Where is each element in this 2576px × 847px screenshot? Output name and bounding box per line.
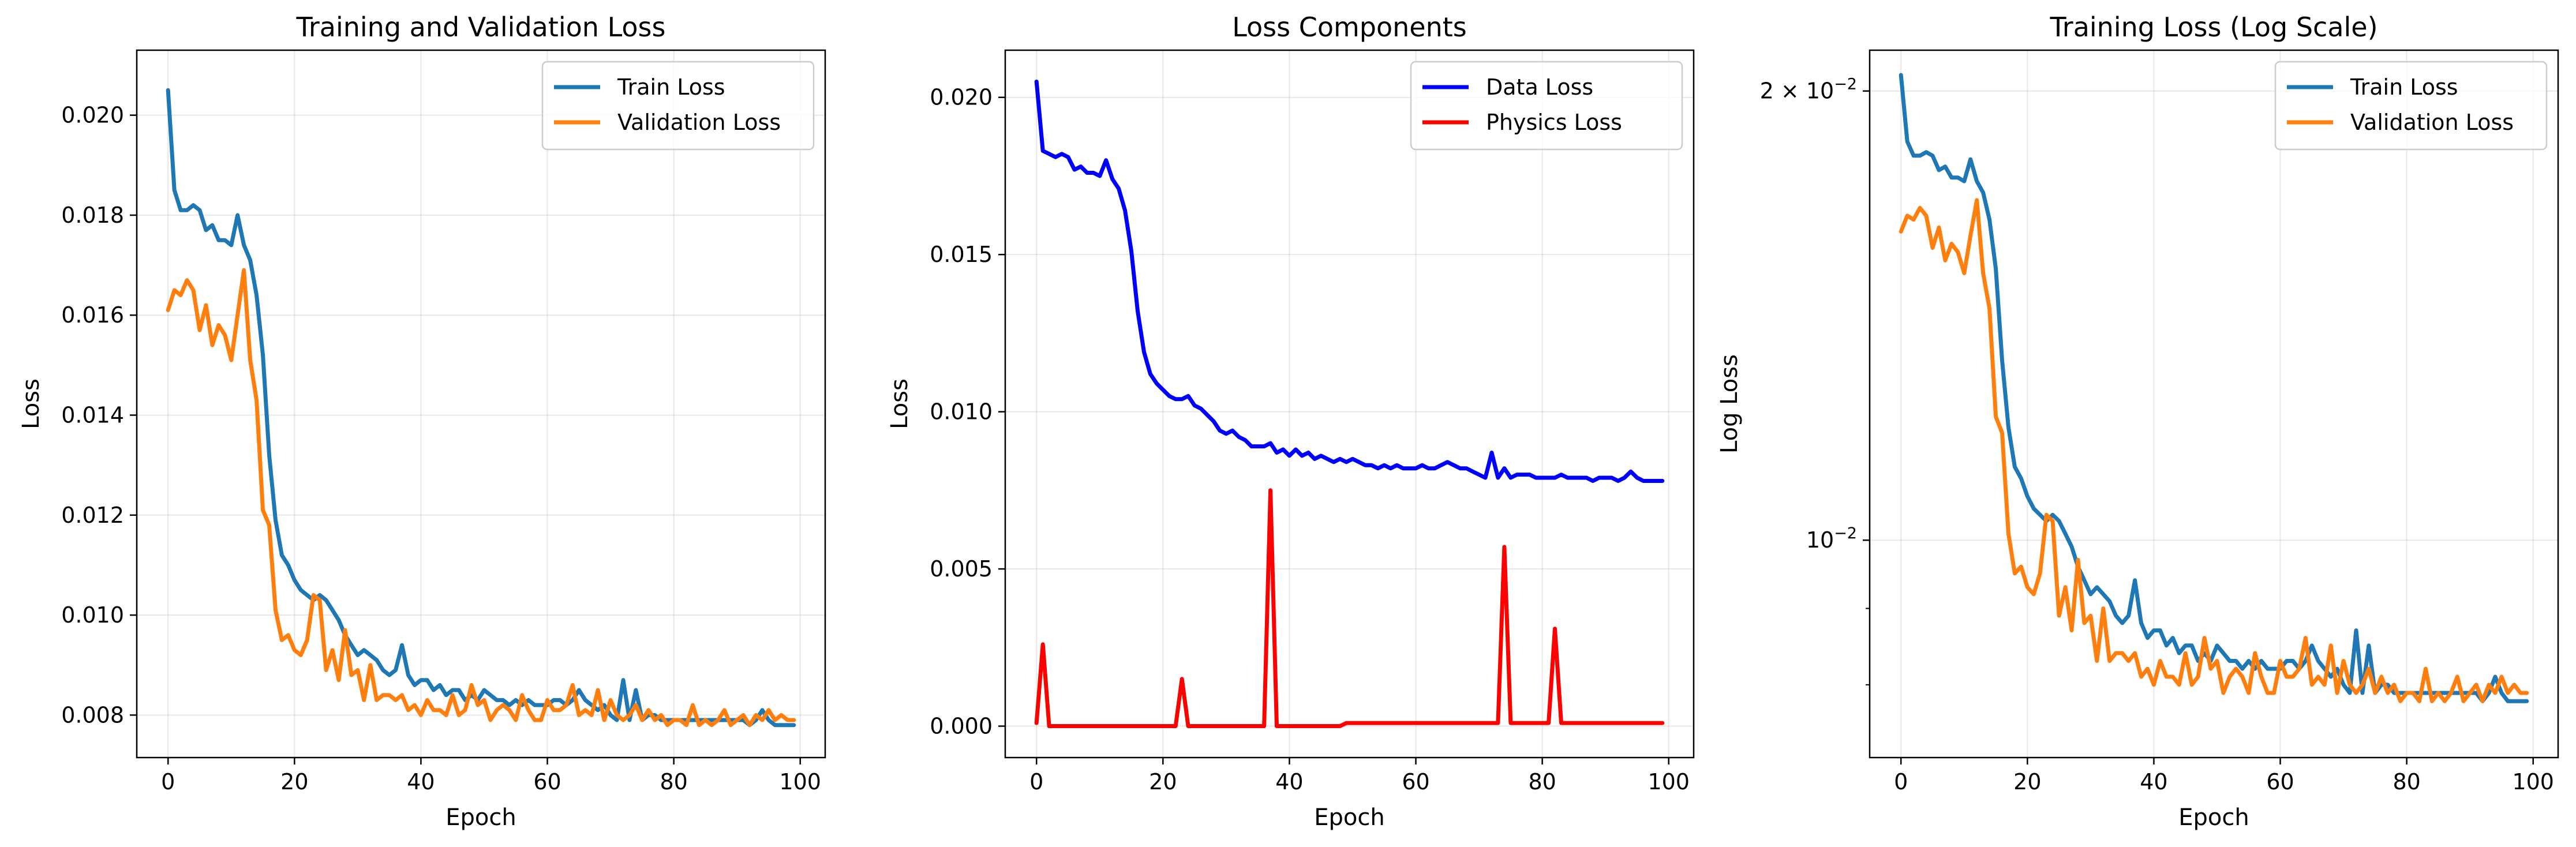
y-tick-label-exponent: −2 <box>1834 524 1857 542</box>
legend-label: Train Loss <box>617 74 725 100</box>
series-line-physics-loss <box>1034 488 1665 728</box>
chart-panel-2: 0 20 40 60 80 100 0.000 0.005 0.010 0.015 0.020 Los… <box>886 12 1695 831</box>
x-tick-label: 60 <box>1402 769 1429 794</box>
series-line-validation-loss <box>1899 198 2529 703</box>
y-tick-label: 0.010 <box>61 602 124 628</box>
legend: Train Loss Validation Loss <box>2274 61 2548 151</box>
legend: Data Loss Physics Loss <box>1410 61 1683 151</box>
chart-panel-1: 0 20 40 60 80 100 0.008 0.010 0.012 0.014 0.016 0.0… <box>18 12 826 831</box>
x-tick-label: 100 <box>1648 769 1690 794</box>
y-tick-label: 0.005 <box>930 556 993 582</box>
legend-label: Validation Loss <box>617 110 781 135</box>
x-tick-label: 60 <box>2266 769 2294 794</box>
x-tick-label: 80 <box>1528 769 1556 794</box>
chart-title: Training and Validation Loss <box>296 12 666 43</box>
x-axis-title: Epoch <box>1314 804 1384 831</box>
legend-box <box>541 61 815 151</box>
y-tick-label-exponent: −2 <box>1834 76 1857 93</box>
legend-label: Validation Loss <box>2350 110 2514 135</box>
x-tick-label: 40 <box>2140 769 2167 794</box>
axes-frame <box>136 49 826 759</box>
series-line-train-loss <box>166 88 796 728</box>
y-tick-label: 0.014 <box>61 402 124 428</box>
chart-title: Training Loss (Log Scale) <box>2049 12 2377 43</box>
series-line-data-loss <box>1034 80 1665 483</box>
y-axis-title: Log Loss <box>1716 354 1743 454</box>
x-tick-label: 20 <box>2013 769 2041 794</box>
grid <box>1870 50 2558 758</box>
chart-title: Loss Components <box>1232 12 1467 43</box>
legend: Train Loss Validation Loss <box>541 61 815 151</box>
y-tick-label: 0.012 <box>61 503 124 528</box>
y-tick-label: 2 × 10−2 <box>1760 76 1857 104</box>
legend-label: Data Loss <box>1486 74 1593 100</box>
x-tick-label: 20 <box>1149 769 1177 794</box>
y-tick-label-base: 10 <box>1806 527 1834 553</box>
legend-label: Train Loss <box>2350 74 2458 100</box>
x-tick-label: 0 <box>161 769 175 794</box>
y-tick-label: 0.015 <box>930 242 993 267</box>
x-tick-label: 40 <box>407 769 435 794</box>
legend-box <box>1410 61 1683 151</box>
x-tick-label: 40 <box>1275 769 1303 794</box>
legend-box <box>2274 61 2548 151</box>
x-tick-label: 100 <box>779 769 821 794</box>
x-tick-label: 0 <box>1029 769 1043 794</box>
x-tick-label: 20 <box>280 769 308 794</box>
y-tick-label-base: 2 × 10 <box>1760 78 1834 104</box>
y-tick-label: 0.016 <box>61 302 124 328</box>
series-line-validation-loss <box>166 268 796 728</box>
axes-frame <box>1869 49 2559 759</box>
y-tick-label: 0.010 <box>930 399 993 425</box>
y-tick-label: 0.020 <box>61 103 124 128</box>
x-axis-title: Epoch <box>2178 804 2249 831</box>
x-axis-title: Epoch <box>445 804 516 831</box>
x-tick-label: 100 <box>2512 769 2554 794</box>
y-tick-label: 0.020 <box>930 85 993 110</box>
grid <box>1005 50 1694 758</box>
y-tick-label: 0.000 <box>930 714 993 739</box>
x-tick-label: 60 <box>533 769 561 794</box>
x-tick-label: 80 <box>660 769 687 794</box>
legend-label: Physics Loss <box>1486 110 1622 135</box>
y-axis-title: Loss <box>18 378 44 429</box>
grid <box>137 50 825 758</box>
y-tick-label: 10−2 <box>1806 524 1857 553</box>
x-tick-label: 80 <box>2392 769 2420 794</box>
axes-frame <box>1004 49 1695 759</box>
x-tick-label: 0 <box>1894 769 1908 794</box>
y-axis-title: Loss <box>886 378 913 429</box>
y-tick-label: 0.008 <box>61 702 124 728</box>
y-tick-label: 0.018 <box>61 203 124 228</box>
